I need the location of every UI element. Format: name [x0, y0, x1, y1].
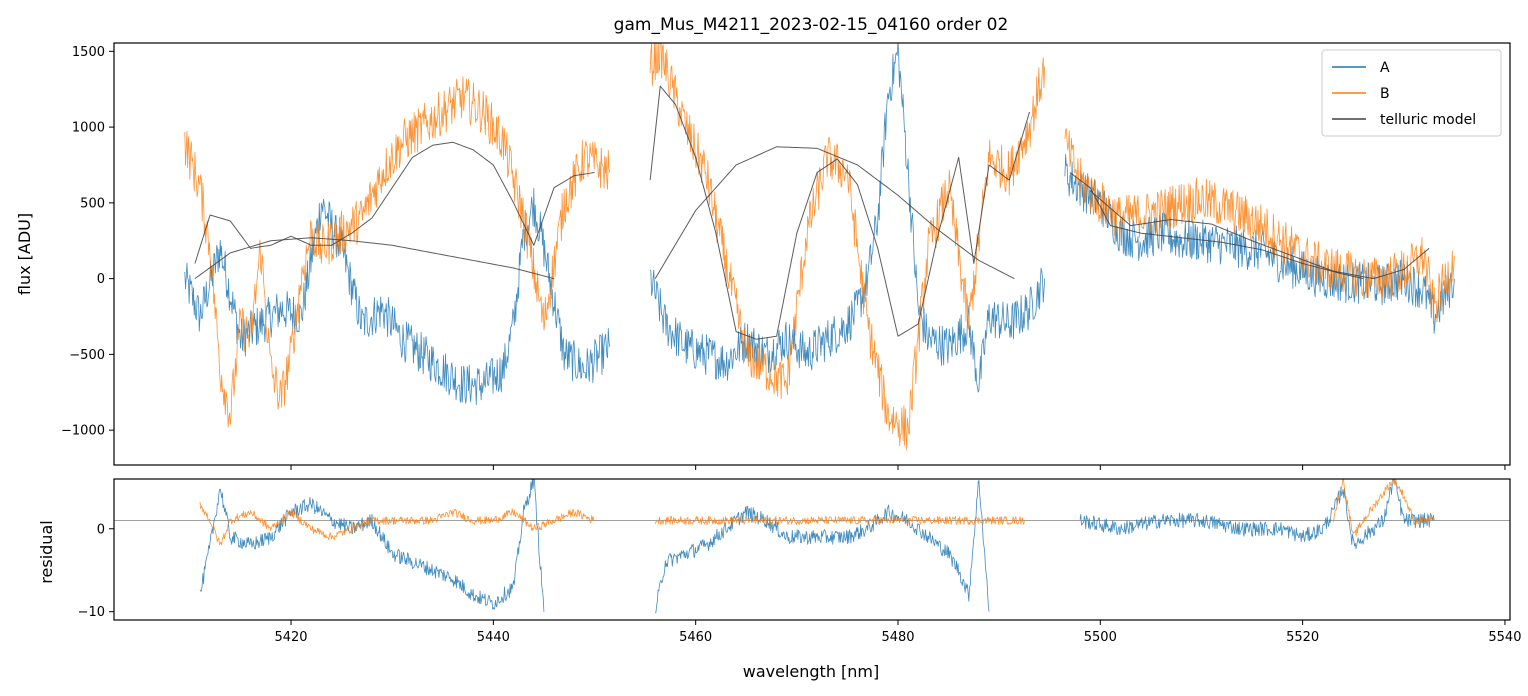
bottom-plot-data	[114, 479, 1510, 614]
legend-label-telluric-model: telluric model	[1380, 112, 1476, 128]
top-series-telluric-model-segment-6	[1089, 190, 1430, 280]
top-series-b-segment-3	[1064, 128, 1455, 324]
legend-label-b: B	[1380, 86, 1390, 102]
top-series-a-segment-3	[1064, 153, 1455, 334]
bottom-series-b-segment-3	[1332, 479, 1435, 537]
top-y-tick-label-5: 1500	[72, 45, 105, 60]
top-series-a-segment-2	[649, 43, 1046, 393]
top-series-telluric-model-segment-2	[194, 237, 555, 280]
top-series-a-segment-1	[184, 188, 611, 405]
top-y-tick-label-2: 0	[97, 272, 105, 287]
top-y-tick-label-4: 1000	[72, 121, 105, 136]
legend-box	[1321, 49, 1502, 137]
bottom-x-tick-label-5540: 5540	[1488, 630, 1521, 645]
bottom-series-b-segment-2	[654, 515, 1025, 525]
bottom-x-tick-label-5520: 5520	[1286, 630, 1319, 645]
top-series-telluric-model-segment-4	[654, 146, 1015, 280]
top-series-b-segment-2	[649, 43, 1046, 451]
bottom-x-tick-label-5460: 5460	[679, 630, 712, 645]
bottom-series-a	[199, 479, 1435, 614]
top-panel: −1000 −500 0 500 1000 1500 flux [ADU] A B tel…	[15, 42, 1511, 470]
top-y-axis-label: flux [ADU]	[15, 213, 34, 295]
top-series-telluric-model-segment-5	[1069, 172, 1364, 280]
bottom-x-tick-label-5440: 5440	[477, 630, 510, 645]
bottom-axis-ticks: 5420 5440 5460 5480 5500 5520 5540 −10 0	[78, 522, 1522, 645]
top-series-telluric-model-segment-1	[194, 141, 595, 264]
top-y-tick-label-0: −1000	[61, 424, 105, 439]
bottom-series-a-segment-2	[654, 480, 990, 614]
bottom-x-tick-label-5500: 5500	[1084, 630, 1117, 645]
top-series-a	[184, 43, 1455, 405]
top-y-tick-label-1: −500	[69, 348, 105, 363]
bottom-axes-frame	[113, 478, 1511, 621]
top-series-telluric-model	[194, 85, 1430, 340]
bottom-x-tick-label-5480: 5480	[881, 630, 914, 645]
bottom-series-a-segment-1	[199, 479, 545, 612]
chart-title: gam_Mus_M4211_2023-02-15_04160 order 02	[614, 15, 1009, 35]
bottom-y-axis-label: residual	[37, 520, 56, 583]
top-axis-ticks: −1000 −500 0 500 1000 1500	[61, 45, 1506, 470]
top-plot-data	[184, 43, 1455, 451]
top-y-tick-label-3: 500	[80, 196, 105, 211]
bottom-series-b	[199, 479, 1435, 546]
bottom-y-tick-label-1: 0	[97, 522, 105, 537]
x-axis-label: wavelength [nm]	[743, 662, 880, 681]
bottom-x-tick-label-5420: 5420	[274, 630, 307, 645]
bottom-panel: 5420 5440 5460 5480 5500 5520 5540 −10 0 residua…	[37, 478, 1522, 681]
bottom-y-tick-label-0: −10	[78, 605, 105, 620]
top-series-b	[184, 43, 1455, 451]
top-series-b-segment-1	[184, 76, 611, 428]
top-axes-frame	[113, 42, 1511, 466]
legend: A B telluric model	[1321, 49, 1502, 137]
bottom-series-a-segment-3	[1079, 479, 1435, 550]
top-series-telluric-model-segment-3	[649, 85, 1030, 340]
legend-label-a: A	[1380, 60, 1390, 76]
bottom-series-b-segment-1	[199, 501, 595, 546]
